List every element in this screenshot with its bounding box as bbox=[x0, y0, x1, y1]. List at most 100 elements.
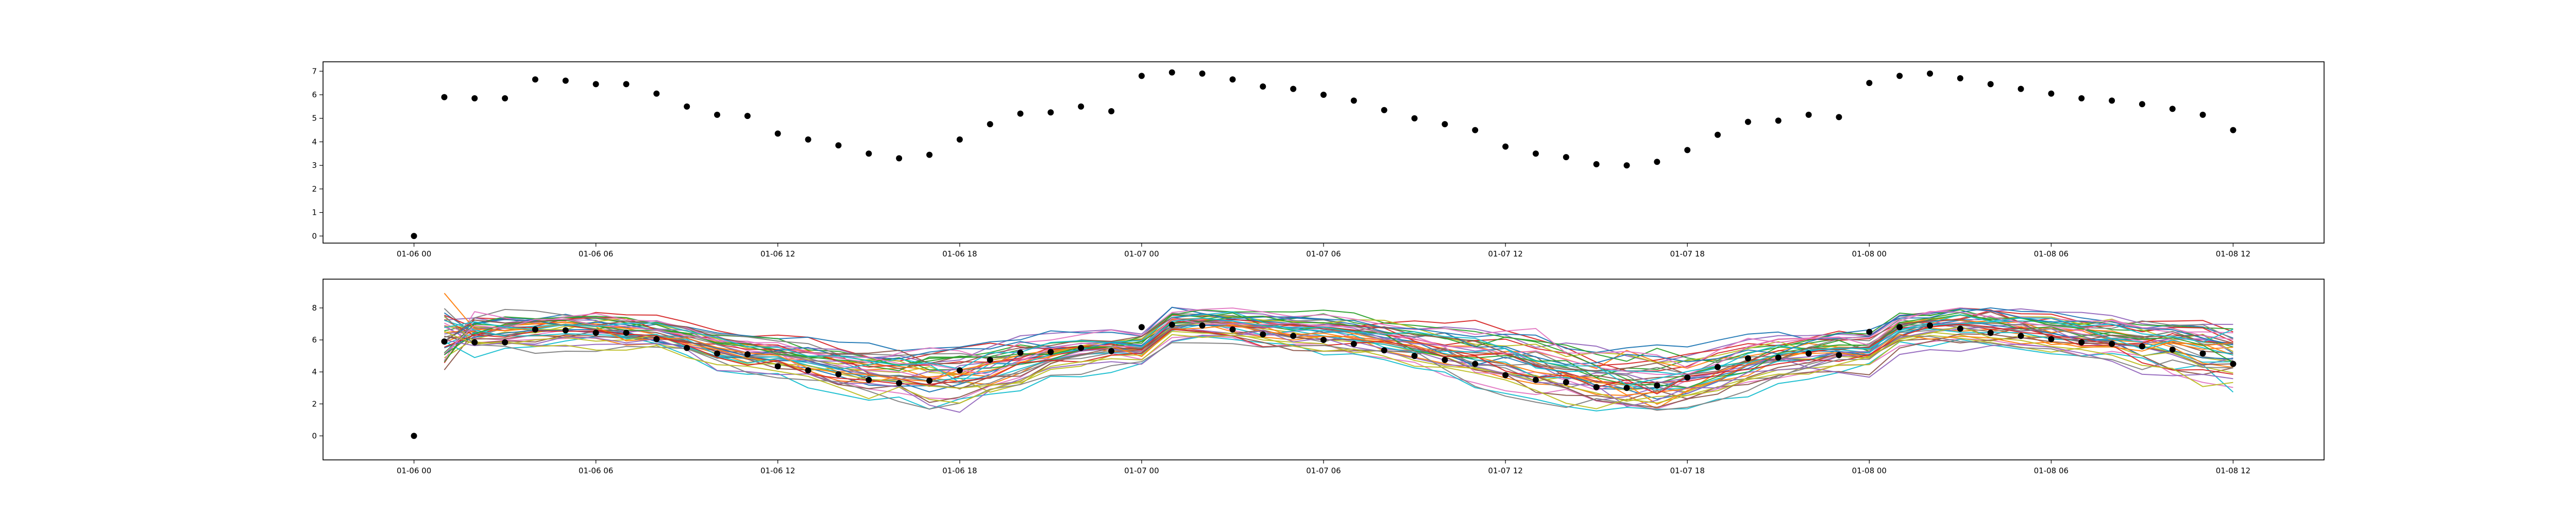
data-point bbox=[1411, 353, 1418, 359]
x-tick-label: 01-07 18 bbox=[1670, 466, 1704, 475]
data-point bbox=[684, 103, 690, 110]
data-point bbox=[1168, 321, 1175, 328]
data-point bbox=[1836, 114, 1842, 121]
data-point bbox=[805, 367, 811, 374]
data-point bbox=[1199, 70, 1206, 77]
x-tick-label: 01-07 12 bbox=[1488, 466, 1522, 475]
data-point bbox=[1108, 348, 1115, 354]
ensemble-member-line bbox=[444, 314, 2233, 388]
ensemble-member-line bbox=[444, 316, 2233, 402]
ensemble-member-line bbox=[444, 315, 2233, 411]
data-point bbox=[1957, 75, 1963, 81]
data-point bbox=[1472, 360, 1479, 367]
data-point bbox=[562, 77, 569, 84]
x-tick-label: 01-06 18 bbox=[942, 249, 977, 259]
data-point bbox=[1381, 347, 1387, 354]
data-point bbox=[744, 113, 751, 119]
y-tick-label: 5 bbox=[312, 114, 317, 123]
y-tick-label: 2 bbox=[312, 399, 317, 408]
data-point bbox=[774, 363, 781, 370]
data-point bbox=[1138, 73, 1145, 79]
ensemble-member-line bbox=[444, 314, 2233, 375]
data-point bbox=[1896, 324, 1903, 331]
data-point bbox=[1350, 97, 1357, 104]
data-point bbox=[1320, 92, 1327, 98]
data-point bbox=[1017, 110, 1024, 117]
top-scatter-axes: 01-06 00 01-06 06 01-06 12 01-06 18 01-07 00… bbox=[312, 61, 2325, 259]
data-point bbox=[956, 367, 963, 374]
data-point bbox=[2169, 346, 2176, 353]
x-tick-label: 01-06 12 bbox=[760, 249, 795, 259]
data-point bbox=[866, 150, 872, 157]
data-point bbox=[2139, 101, 2145, 108]
data-point bbox=[441, 338, 448, 345]
x-tick-label: 01-08 00 bbox=[1852, 466, 1887, 475]
data-point bbox=[744, 351, 751, 357]
data-point bbox=[1654, 382, 1660, 389]
data-point bbox=[1168, 69, 1175, 76]
data-point bbox=[502, 95, 509, 101]
y-tick-label: 8 bbox=[312, 303, 317, 313]
x-tick-label: 01-08 12 bbox=[2216, 466, 2250, 475]
y-tick-label: 6 bbox=[312, 335, 317, 345]
data-point bbox=[1472, 127, 1479, 133]
data-point bbox=[896, 380, 903, 386]
data-point bbox=[2199, 111, 2206, 118]
x-tick-label: 01-07 06 bbox=[1306, 249, 1341, 259]
data-point bbox=[926, 151, 933, 158]
y-tick-label: 0 bbox=[312, 431, 317, 440]
x-tick-label: 01-07 12 bbox=[1488, 249, 1522, 259]
data-point bbox=[1078, 103, 1084, 110]
data-point bbox=[835, 142, 842, 149]
data-point bbox=[653, 336, 660, 342]
data-point bbox=[1866, 329, 1873, 335]
data-point bbox=[1744, 118, 1751, 125]
ensemble-member-line bbox=[444, 336, 2234, 411]
data-point bbox=[1684, 147, 1691, 153]
data-point bbox=[1229, 76, 1236, 83]
ensemble-member-line bbox=[444, 325, 2233, 409]
data-point bbox=[2048, 336, 2055, 342]
data-point bbox=[2230, 360, 2236, 367]
data-point bbox=[866, 376, 872, 383]
data-point bbox=[1715, 131, 1721, 138]
x-tick-label: 01-08 12 bbox=[2216, 249, 2250, 259]
data-point bbox=[1138, 324, 1145, 331]
data-point bbox=[2048, 90, 2055, 97]
data-point bbox=[2018, 85, 2024, 92]
data-point bbox=[1927, 70, 1933, 77]
data-point bbox=[1350, 340, 1357, 347]
x-tick-label: 01-08 06 bbox=[2034, 466, 2069, 475]
data-point bbox=[684, 345, 690, 351]
data-point bbox=[926, 377, 933, 384]
x-tick-label: 01-07 00 bbox=[1124, 249, 1159, 259]
x-tick-label: 01-06 06 bbox=[579, 249, 613, 259]
data-point bbox=[2109, 340, 2115, 347]
x-tick-label: 01-07 06 bbox=[1306, 466, 1341, 475]
data-point bbox=[653, 90, 660, 97]
data-point bbox=[1320, 337, 1327, 343]
data-point bbox=[1442, 121, 1448, 128]
data-point bbox=[1381, 107, 1387, 113]
data-point bbox=[1047, 109, 1054, 116]
data-point bbox=[1623, 162, 1630, 169]
data-point bbox=[1532, 376, 1539, 383]
data-point bbox=[502, 339, 509, 346]
data-point bbox=[1017, 349, 1024, 356]
data-point bbox=[441, 94, 448, 100]
ensemble-member-line bbox=[444, 330, 2233, 413]
data-point bbox=[1896, 73, 1903, 79]
data-point bbox=[2078, 339, 2085, 346]
data-point bbox=[1805, 350, 1812, 357]
data-point bbox=[1593, 384, 1600, 390]
y-tick-label: 4 bbox=[312, 137, 317, 146]
data-point bbox=[1715, 364, 1721, 370]
data-point bbox=[987, 356, 993, 363]
ensemble-member-line bbox=[444, 311, 2233, 375]
data-point bbox=[1411, 115, 1418, 122]
data-point bbox=[805, 136, 811, 143]
x-tick-label: 01-07 18 bbox=[1670, 249, 1704, 259]
x-tick-label: 01-06 18 bbox=[942, 466, 977, 475]
x-tick-label: 01-06 12 bbox=[760, 466, 795, 475]
data-point bbox=[592, 330, 599, 336]
